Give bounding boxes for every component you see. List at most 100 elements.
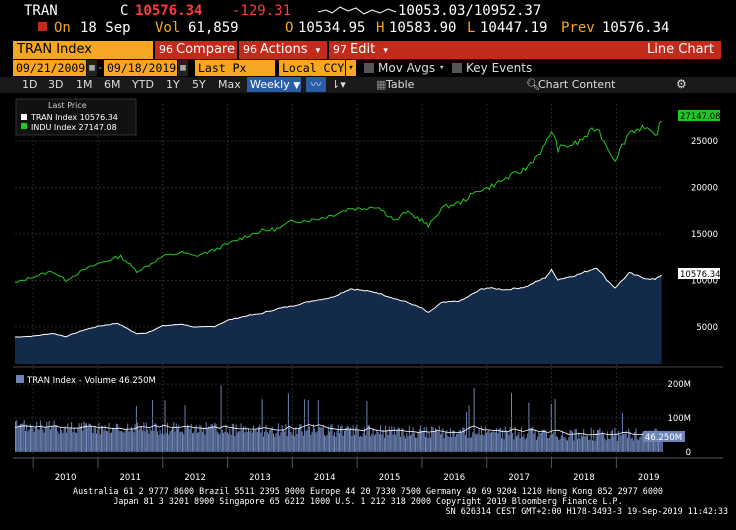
volume-bar (306, 429, 308, 452)
volume-bar (159, 430, 161, 452)
volume-bar (387, 435, 389, 452)
volume-bar (179, 431, 181, 452)
volume-bar (135, 405, 137, 452)
table-button[interactable]: Table (386, 78, 415, 91)
volume-bar (415, 437, 416, 452)
period-1y[interactable]: 1Y (166, 78, 180, 91)
volume-bar (358, 436, 360, 452)
key-events-checkbox[interactable] (452, 63, 462, 73)
period-3d[interactable]: 3D (48, 78, 64, 91)
volume-bar (557, 437, 559, 452)
field-select[interactable]: Last Px (195, 60, 275, 76)
volume-bar (87, 427, 89, 452)
actions-menu[interactable]: 96 Actions ▾ (239, 41, 327, 59)
legend-tran-name: TRAN Index (30, 113, 77, 122)
volume-bar (402, 428, 404, 452)
volume-bar (553, 432, 555, 452)
volume-bar (643, 432, 645, 452)
volume-bar (67, 423, 69, 452)
volume-bar (59, 427, 61, 452)
quote-date: 18 Sep (80, 20, 131, 36)
period-6m[interactable]: 6M (104, 78, 121, 91)
key-events-label: Key Events (466, 61, 533, 75)
volume-bar (391, 426, 393, 452)
edit-menu[interactable]: 97 Edit ▾ (329, 41, 721, 59)
volume-bar (228, 433, 230, 452)
volume-bar (362, 432, 364, 452)
period-ytd[interactable]: YTD (132, 78, 154, 91)
volume-bar (330, 425, 332, 452)
volume-bar (274, 436, 276, 452)
volume-bar (619, 435, 621, 452)
volume-bar (660, 435, 662, 452)
chevron-down-icon[interactable]: ▾ (439, 63, 445, 73)
mov-avgs-checkbox[interactable] (364, 63, 374, 73)
volume-bar (580, 434, 582, 452)
frequency-select[interactable]: Weekly ▼ (247, 77, 301, 92)
year-label: 2017 (508, 473, 530, 483)
volume-bar (256, 432, 258, 452)
y-tick-label: 15000 (691, 230, 718, 240)
volume-bar (535, 439, 537, 452)
bar-type-icon[interactable]: ⇂▾ (331, 78, 346, 91)
volume-bar (66, 432, 68, 452)
calendar-icon[interactable]: ▦ (178, 60, 188, 76)
calendar-icon[interactable]: ▦ (87, 60, 97, 76)
gear-icon[interactable]: ⚙ (676, 77, 687, 91)
volume-bar (544, 429, 546, 452)
volume-bar (111, 432, 112, 452)
volume-bar (169, 431, 171, 452)
period-1m[interactable]: 1M (76, 78, 93, 91)
chart-content-button[interactable]: Chart Content (538, 78, 616, 91)
volume-bar (380, 425, 382, 452)
volume-bar (200, 426, 202, 452)
volume-bar (236, 432, 238, 452)
volume-bar (195, 425, 197, 452)
line-chart-icon[interactable]: 〰 (306, 77, 326, 92)
start-date-field[interactable]: 09/21/2009 (13, 60, 86, 76)
volume-bar (506, 430, 507, 452)
volume-bar (592, 440, 593, 452)
period-max[interactable]: Max (218, 78, 241, 91)
period-1d[interactable]: 1D (22, 78, 38, 91)
end-date-field[interactable]: 09/18/2019 (104, 60, 177, 76)
y-axis: 5000 10000 15000 20000 25000 (691, 137, 718, 333)
year-label: 2014 (314, 473, 336, 483)
volume-bar (569, 430, 571, 452)
volume-bar (572, 431, 573, 452)
volume-bar (484, 426, 486, 452)
volume-bar (198, 432, 200, 452)
volume-bar (488, 430, 490, 452)
period-5y[interactable]: 5Y (192, 78, 206, 91)
legend-tran: TRAN Index 10576.34 (30, 113, 118, 122)
volume-bar (577, 439, 578, 452)
volume-bar (276, 431, 278, 452)
year-label: 2018 (573, 473, 595, 483)
volume-bar (350, 427, 352, 452)
volume-bar (270, 428, 272, 452)
chevron-down-icon[interactable]: ▾ (346, 60, 356, 76)
volume-bar (422, 432, 424, 452)
currency-select[interactable]: Local CCY (279, 60, 345, 76)
volume-bar (224, 431, 226, 452)
ticker: TRAN (24, 3, 58, 19)
volume-bar (173, 422, 175, 452)
volume-bar (396, 430, 398, 452)
volume-bar (400, 436, 402, 452)
volume-y-tick-label: 200M (667, 380, 691, 390)
volume-bar (139, 427, 141, 452)
volume-bar (378, 434, 380, 452)
volume-bar (344, 430, 345, 452)
low-value: 10447.19 (480, 20, 548, 36)
frequency-label: Weekly (250, 78, 290, 91)
volume-bar (28, 429, 30, 452)
compare-button[interactable]: 96 Compare (155, 41, 237, 59)
quote-bar: TRAN C 10576.34 -129.31 10053.03/10952.3… (0, 0, 736, 22)
security-field[interactable]: TRAN Index (13, 41, 153, 59)
year-label: 2010 (55, 473, 77, 483)
volume-bar (497, 433, 499, 452)
volume-bar (496, 428, 497, 452)
volume-bar (129, 430, 131, 452)
volume-bar (130, 426, 132, 452)
volume-bar (23, 420, 25, 452)
